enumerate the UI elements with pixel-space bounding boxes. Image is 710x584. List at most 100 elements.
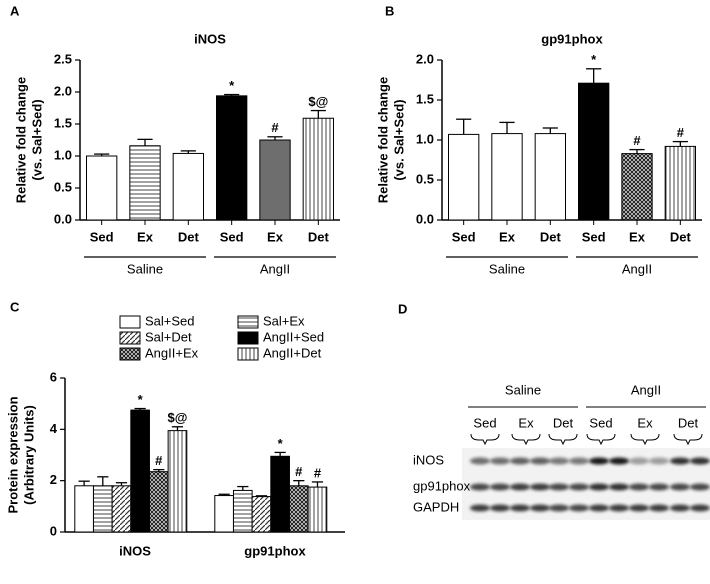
blot-band — [510, 457, 530, 465]
bar — [74, 485, 94, 533]
error-bar — [672, 140, 688, 147]
significance-label: * — [591, 52, 597, 67]
blot-band — [569, 504, 589, 512]
bar — [534, 133, 567, 221]
y-tick-label: 0.5 — [416, 171, 434, 186]
bar — [216, 95, 248, 221]
significance-label: # — [295, 464, 303, 479]
blot-band — [569, 483, 589, 491]
bar — [167, 430, 188, 533]
legend-label: AngII+Ex — [145, 345, 199, 360]
x-tick-label: Sed — [452, 229, 476, 244]
legend-item: AngII+Sed — [237, 329, 324, 345]
blot-band — [530, 483, 550, 491]
significance-label: # — [633, 133, 641, 148]
bar — [86, 155, 118, 221]
group-label: AngII — [622, 261, 652, 276]
lane-brace — [586, 433, 616, 446]
legend-item: Sal+Sed — [119, 313, 195, 329]
error-bar — [134, 407, 146, 411]
lane-label: Det — [678, 415, 699, 430]
x-tick-label: Ex — [629, 229, 646, 244]
error-bar — [94, 153, 110, 156]
x-tick-label: Det — [178, 229, 200, 244]
blot-band — [629, 457, 649, 465]
error-bar — [456, 118, 472, 135]
blot-band — [510, 483, 530, 491]
blot-band — [690, 483, 710, 491]
significance-label: * — [278, 436, 284, 451]
bar — [578, 82, 610, 221]
bar — [92, 485, 113, 533]
legend-label: Sal+Det — [145, 329, 192, 344]
blot-band — [629, 483, 649, 491]
blot-band — [549, 457, 569, 465]
significance-label: $@ — [308, 94, 328, 109]
error-bar — [171, 426, 184, 431]
y-tick-label: 6 — [50, 369, 57, 384]
blot-band — [490, 504, 510, 512]
legend-swatch — [237, 315, 259, 329]
lane-label: Ex — [518, 415, 534, 430]
error-bar — [153, 468, 165, 472]
blot-band — [670, 457, 690, 465]
blot-band — [470, 483, 490, 491]
group-label: Saline — [489, 261, 525, 276]
lane-label: Ex — [637, 415, 653, 430]
blot-band — [589, 457, 609, 465]
bar — [129, 145, 161, 221]
blot-band — [670, 483, 690, 491]
bar — [621, 153, 653, 221]
bar — [251, 496, 272, 533]
error-bar — [267, 136, 283, 140]
error-bar — [137, 138, 153, 146]
legend-label: Sal+Sed — [145, 313, 195, 328]
bar — [448, 133, 480, 221]
error-bar — [274, 451, 286, 457]
x-tick-label: gp91phox — [244, 543, 306, 558]
row-label: gp91phox — [413, 478, 471, 493]
blot-band — [530, 457, 550, 465]
lane-brace — [548, 433, 578, 446]
panel-label: A — [10, 3, 20, 18]
significance-label: # — [677, 125, 685, 140]
blot-band — [649, 457, 669, 465]
lane-brace — [470, 433, 500, 446]
y-tick-label: 1.5 — [54, 115, 72, 130]
error-bar — [218, 493, 230, 496]
y-tick-label: 1.5 — [416, 91, 434, 106]
y-tick-label: 1.0 — [54, 147, 72, 162]
legend-label: AngII+Det — [263, 345, 322, 360]
bar — [307, 486, 328, 533]
error-bar — [97, 476, 109, 486]
x-tick-label: Sed — [582, 229, 606, 244]
y-axis-label: Protein expression — [5, 396, 20, 513]
bar — [148, 471, 169, 533]
error-bar — [180, 150, 196, 154]
y-axis-label: (vs. Sal+Sed) — [29, 99, 44, 180]
blot-band — [670, 504, 690, 512]
y-axis-label: (Arbitrary Units) — [21, 405, 36, 505]
bar — [111, 485, 132, 533]
error-bar — [311, 481, 324, 488]
x-tick-label: Ex — [267, 229, 284, 244]
y-tick-label: 2.5 — [54, 51, 72, 66]
y-tick-label: 2.0 — [416, 51, 434, 66]
row-label: GAPDH — [413, 499, 459, 514]
error-bar — [78, 480, 90, 486]
bar — [664, 145, 697, 221]
error-bar — [499, 121, 515, 134]
panel-label: C — [10, 299, 20, 314]
blot-band — [490, 457, 510, 465]
blot-band — [510, 504, 530, 512]
bar — [491, 133, 523, 221]
blot-band — [690, 457, 710, 465]
lane-brace — [511, 433, 541, 446]
error-bar — [224, 93, 240, 96]
bar — [302, 117, 334, 221]
group-label: AngII — [631, 382, 661, 397]
legend-item: Sal+Ex — [237, 313, 305, 329]
blot-band — [490, 483, 510, 491]
blot-band — [629, 504, 649, 512]
